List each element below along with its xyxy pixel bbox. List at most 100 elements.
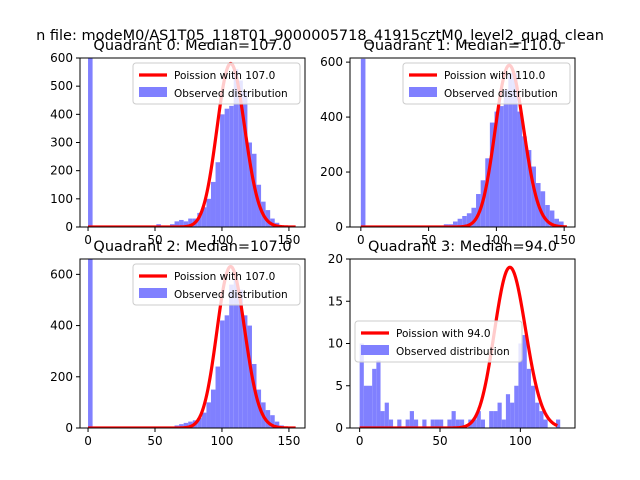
histogram-bar — [503, 89, 509, 227]
histogram-bar — [188, 218, 193, 227]
legend-box — [354, 320, 523, 363]
x-tick-label: 150 — [277, 233, 300, 247]
histogram-bar — [265, 410, 271, 428]
histogram-bar — [372, 368, 377, 428]
legend-label-observed: Observed distribution — [444, 88, 558, 100]
histogram-bar — [526, 368, 531, 428]
quadrant-1-legend: Poission with 110.0 Observed distribution — [402, 62, 571, 105]
histogram-bar — [238, 80, 243, 227]
histogram-bar — [405, 419, 410, 428]
quadrant-3-legend: Poission with 94.0 Observed distribution — [354, 320, 523, 363]
histogram-bar — [359, 343, 364, 428]
histogram-bar — [522, 136, 527, 227]
histogram-bar — [489, 122, 495, 227]
histogram-bar — [480, 419, 485, 428]
histogram-bar — [206, 402, 211, 428]
legend-bar-swatch — [139, 288, 167, 298]
histogram-bar — [215, 366, 221, 428]
histogram-bar — [505, 394, 511, 428]
histogram-bar — [388, 419, 394, 428]
histogram-bar — [233, 69, 239, 227]
histogram-bar — [540, 191, 546, 227]
quadrant-1-title: Quadrant 1: Median=110.0 — [363, 38, 561, 54]
y-tick-label: 300 — [50, 136, 73, 150]
histogram-bar — [376, 360, 381, 428]
histogram-bar — [238, 289, 243, 428]
y-tick-label: 200 — [50, 370, 73, 384]
x-tick-label: 50 — [147, 233, 162, 247]
histogram-bar — [179, 219, 184, 227]
histogram-bar — [559, 221, 564, 227]
histogram-bar — [88, 58, 93, 227]
histogram-bar — [422, 419, 427, 428]
histogram-bar — [220, 114, 225, 227]
histogram-bar — [497, 402, 502, 428]
quadrant-0-plot: Quadrant 0: Median=107.0 0 50 100 150 0 100 20… — [50, 38, 306, 247]
y-tick-label: 400 — [50, 107, 73, 121]
x-tick-label: 0 — [356, 434, 364, 448]
y-tick-label: 200 — [320, 165, 343, 179]
y-tick-label: 500 — [50, 79, 73, 93]
histogram-bar — [210, 181, 216, 227]
y-tick-label: 100 — [50, 192, 73, 206]
legend-label-poisson: Poission with 94.0 — [396, 328, 491, 340]
x-tick-label: 100 — [211, 233, 234, 247]
histogram-bar — [220, 320, 225, 428]
histogram-bar — [535, 402, 540, 428]
histogram-bar — [499, 106, 504, 227]
histogram-bar — [368, 385, 373, 428]
quadrant-2-title: Quadrant 2: Median=107.0 — [93, 239, 291, 255]
histogram-bar — [430, 419, 435, 428]
quadrant-1-axes-frame — [349, 57, 576, 228]
x-tick-label: 150 — [277, 434, 300, 448]
histogram-bar — [183, 221, 189, 227]
quadrant-3-plot: Quadrant 3: Median=94.0 0 50 100 0 5 10 15 20 Po… — [328, 239, 576, 448]
figure-title: n file: modeM0/AS1T05_118T01_9000005718_… — [36, 28, 604, 44]
y-tick-label: 20 — [328, 252, 343, 266]
histogram-bar — [242, 91, 248, 227]
quadrant-2-axes-frame — [79, 258, 306, 429]
y-tick-label: 0 — [65, 421, 73, 435]
histogram-bar — [549, 210, 555, 227]
legend-label-observed: Observed distribution — [174, 289, 288, 301]
histogram-bar — [201, 207, 207, 227]
poisson-curve — [87, 264, 297, 428]
histogram-bar — [439, 419, 444, 428]
histogram-bar — [453, 221, 458, 227]
y-tick-label: 10 — [328, 337, 343, 351]
histogram-bar — [197, 212, 202, 227]
histogram-bar — [476, 411, 481, 428]
histogram-bar — [447, 419, 452, 428]
histogram-bar — [413, 419, 419, 428]
y-tick-label: 200 — [50, 164, 73, 178]
histogram-bar — [514, 385, 519, 428]
histogram-bar — [489, 411, 494, 428]
histogram-bar — [397, 419, 402, 428]
histogram-bar — [206, 198, 211, 227]
x-tick-label: 0 — [84, 233, 92, 247]
legend-bar-swatch — [361, 345, 389, 355]
quadrant-0-title: Quadrant 0: Median=107.0 — [93, 38, 291, 54]
histogram-bar — [215, 162, 221, 227]
legend-bar-swatch — [409, 87, 437, 97]
histogram-bar — [522, 335, 527, 428]
histogram-bar — [501, 419, 506, 428]
quadrant-1-plot: Quadrant 1: Median=110.0 0 50 100 150 0 200 40… — [320, 38, 576, 247]
x-tick-label: 0 — [84, 434, 92, 448]
histogram-bar — [457, 218, 463, 227]
quadrant-3-title: Quadrant 3: Median=94.0 — [368, 239, 557, 255]
x-tick-label: 0 — [357, 233, 365, 247]
quadrant-0-legend: Poission with 107.0 Observed distribution — [132, 62, 301, 105]
quadrant-1-plot-area — [359, 58, 568, 227]
histogram-bar — [526, 150, 532, 227]
histogram-bar — [451, 411, 456, 428]
quadrant-2-legend: Poission with 107.0 Observed distribution — [132, 263, 301, 306]
legend-label-poisson: Poission with 107.0 — [174, 70, 275, 82]
histogram-bar — [233, 279, 239, 428]
histogram-bar — [517, 111, 523, 227]
legend-label-poisson: Poission with 110.0 — [444, 70, 545, 82]
histogram-bar — [179, 424, 184, 428]
histogram-bar — [493, 411, 498, 428]
x-tick-label: 50 — [147, 434, 162, 448]
